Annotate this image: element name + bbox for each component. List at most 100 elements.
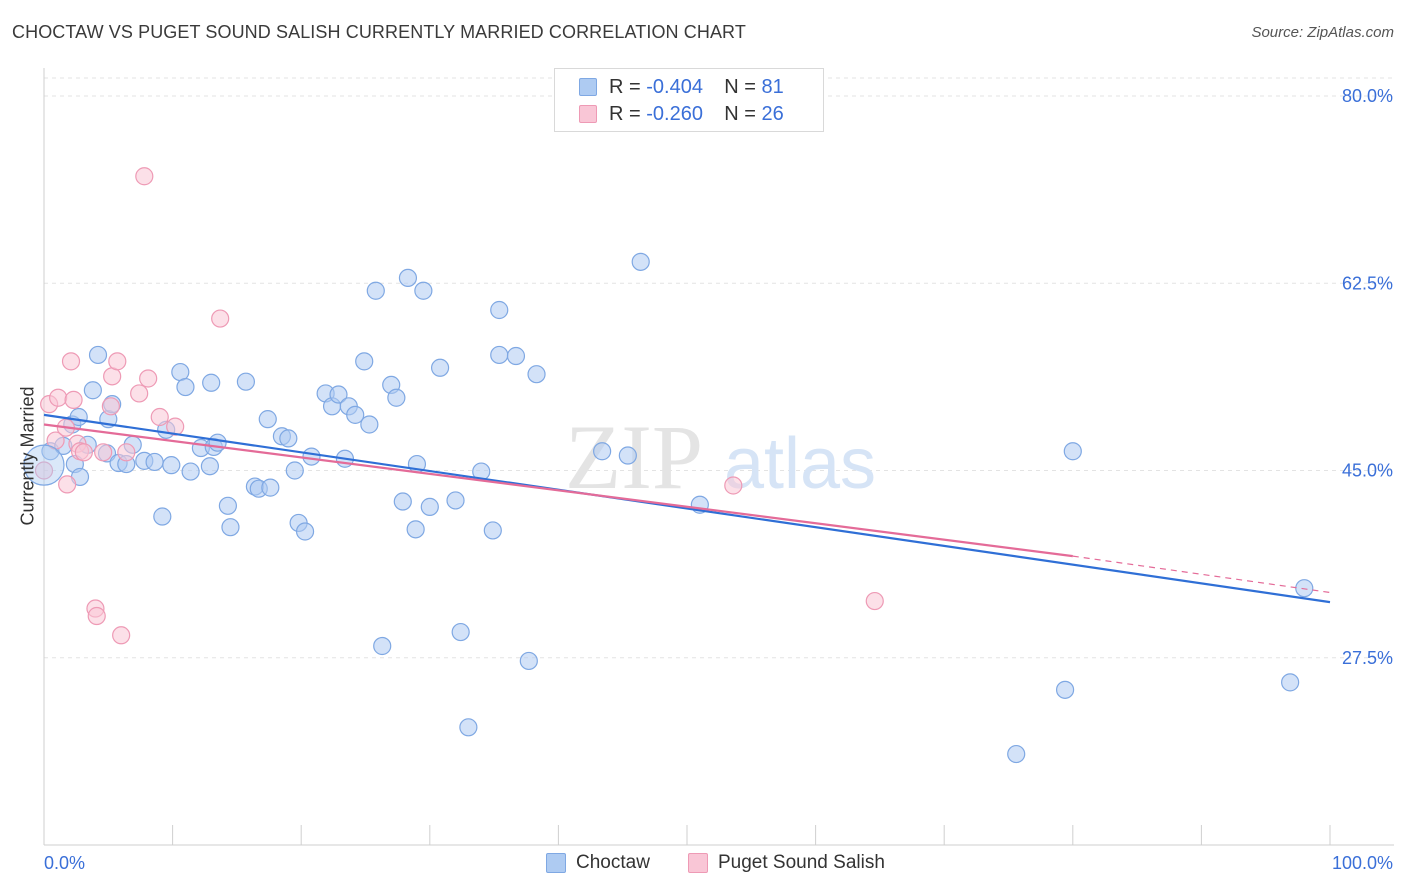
choctaw-point: [208, 433, 227, 452]
chart-title: CHOCTAW VS PUGET SOUND SALISH CURRENTLY …: [12, 22, 746, 42]
series-legend: Choctaw Puget Sound Salish: [0, 852, 1406, 878]
puget-point: [108, 352, 127, 371]
choctaw-point: [200, 457, 219, 476]
choctaw-point: [145, 452, 164, 472]
x-tick-label: 0.0%: [44, 853, 85, 873]
choctaw-point: [366, 281, 385, 300]
choctaw-point: [302, 447, 321, 466]
puget-point: [135, 167, 154, 186]
choctaw-point: [181, 462, 200, 481]
y-tick-label: 27.5%: [1342, 648, 1393, 668]
choctaw-point: [430, 358, 450, 377]
choctaw-point: [285, 461, 304, 480]
x-tick-label: 100.0%: [1332, 853, 1393, 873]
watermark-atlas: atlas: [724, 424, 876, 504]
legend-puget-label: Puget Sound Salish: [718, 852, 885, 873]
puget-trendline: [43, 423, 1073, 558]
choctaw-point: [202, 373, 221, 392]
choctaw-point: [258, 410, 277, 429]
choctaw-point: [420, 497, 439, 516]
choctaw-trendline: [43, 413, 1331, 604]
choctaw-point: [414, 281, 433, 300]
choctaw-point: [162, 456, 181, 475]
puget-trendline-extension: [1072, 555, 1331, 594]
correlation-legend: R = -0.404 N = 81 R = -0.260 N = 26: [554, 68, 824, 132]
choctaw-point: [631, 252, 650, 271]
choctaw-point: [519, 651, 538, 671]
puget-point: [74, 443, 93, 462]
choctaw-point: [360, 415, 379, 434]
puget-point: [64, 390, 83, 409]
choctaw-point: [373, 636, 392, 656]
puget-point: [49, 388, 68, 407]
choctaw-point: [459, 718, 478, 737]
puget-point: [61, 352, 81, 371]
legend-row-puget: R = -0.260 N = 26: [579, 102, 784, 126]
chart-source: Source: ZipAtlas.com: [1251, 24, 1394, 41]
choctaw-point: [346, 405, 365, 424]
choctaw-swatch: [546, 853, 566, 873]
choctaw-point: [1007, 744, 1026, 764]
choctaw-point: [483, 521, 502, 540]
choctaw-swatch: [579, 78, 597, 96]
n-value: 26: [761, 102, 784, 125]
choctaw-point: [618, 446, 637, 465]
choctaw-point: [279, 429, 298, 448]
choctaw-point: [329, 385, 348, 404]
puget-point: [58, 475, 77, 494]
r-value: -0.260: [646, 102, 703, 125]
choctaw-point: [261, 478, 280, 497]
choctaw-point: [1055, 680, 1075, 699]
choctaw-point: [1281, 673, 1300, 692]
choctaw-point: [218, 496, 237, 515]
choctaw-point: [527, 365, 546, 384]
choctaw-point: [221, 518, 240, 537]
choctaw-point: [176, 377, 195, 397]
choctaw-point: [593, 442, 612, 461]
n-value: 81: [761, 75, 784, 98]
n-label: N =: [724, 75, 756, 98]
puget-point: [101, 397, 120, 416]
puget-swatch: [688, 853, 708, 873]
choctaw-point: [387, 388, 406, 407]
y-tick-label: 45.0%: [1342, 461, 1393, 481]
puget-point: [139, 369, 158, 388]
choctaw-point: [1295, 579, 1314, 598]
choctaw-point: [393, 492, 412, 511]
choctaw-point: [236, 372, 256, 391]
puget-swatch: [579, 105, 597, 123]
choctaw-point: [23, 444, 65, 486]
puget-point: [117, 443, 136, 462]
y-axis-label: Currently Married: [17, 386, 38, 526]
r-label: R =: [609, 102, 641, 125]
choctaw-point: [355, 352, 374, 371]
choctaw-point: [446, 491, 465, 510]
legend-item-choctaw: Choctaw: [546, 852, 650, 874]
choctaw-point: [506, 346, 526, 366]
r-value: -0.404: [646, 75, 703, 98]
choctaw-point: [295, 522, 315, 541]
puget-point: [724, 476, 743, 495]
n-label: N =: [724, 102, 756, 125]
choctaw-point: [88, 345, 108, 365]
puget-point: [865, 591, 884, 611]
choctaw-point: [406, 520, 425, 539]
choctaw-point: [1063, 442, 1082, 461]
puget-point: [87, 606, 106, 626]
r-label: R =: [609, 75, 641, 98]
legend-item-puget: Puget Sound Salish: [688, 852, 885, 874]
legend-row-choctaw: R = -0.404 N = 81: [579, 75, 784, 99]
choctaw-point: [490, 300, 509, 320]
legend-choctaw-label: Choctaw: [576, 852, 650, 873]
choctaw-point: [398, 268, 418, 287]
choctaw-point: [153, 507, 172, 526]
choctaw-point: [451, 622, 470, 642]
choctaw-point: [490, 345, 509, 365]
puget-point: [112, 626, 131, 645]
y-tick-label: 80.0%: [1342, 86, 1393, 106]
puget-point: [150, 407, 169, 427]
puget-point: [166, 417, 185, 436]
puget-point: [211, 309, 230, 328]
puget-point: [34, 461, 54, 480]
